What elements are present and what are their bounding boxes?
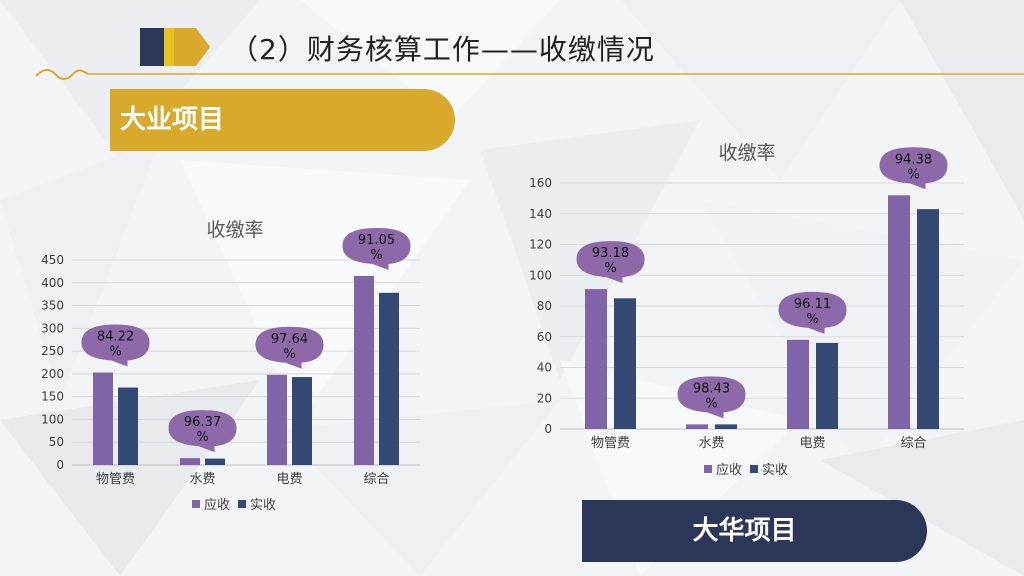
rate-unit: % [907,167,919,182]
y-tick-label: 0 [544,422,552,436]
legend-label: 应收 [716,462,742,478]
y-tick-label: 300 [41,321,64,335]
y-tick-label: 140 [529,207,552,221]
title-underline [35,68,1024,80]
legend-label: 应收 [204,497,230,513]
category-label: 物管费 [591,436,630,451]
bar-receivable [354,275,374,465]
rate-callout-bubble [778,291,847,334]
y-tick-label: 0 [56,458,64,472]
page-title: （2）财务核算工作——收缴情况 [230,33,655,66]
y-tick-label: 120 [529,238,552,252]
y-tick-label: 50 [49,435,64,449]
bar-receivable [888,195,910,429]
bar-received [205,458,225,465]
category-label: 物管费 [96,472,135,487]
rate-unit: % [604,261,616,276]
rate-callout-bubble [168,410,237,453]
rate-value: 98.43 [693,381,730,396]
y-tick-label: 100 [41,412,64,426]
bar-receivable [93,372,113,465]
y-tick-label: 450 [41,253,64,267]
y-tick-label: 200 [41,367,64,381]
category-label: 电费 [799,436,825,451]
bar-receivable [686,424,708,429]
bar-received [917,209,939,429]
rate-callout-bubble [576,241,645,284]
daye-project-banner: 大业项目 [110,89,455,151]
bar-received [118,387,138,465]
rate-unit: % [806,312,818,327]
rate-callout-bubble [255,326,324,369]
rate-value: 91.05 [358,233,395,248]
y-tick-label: 20 [537,391,552,405]
rate-callout: 84.22% [81,324,150,367]
rate-unit: % [705,396,717,411]
category-label: 综合 [900,436,926,451]
rate-value: 94.38 [895,152,932,167]
rate-value: 96.37 [184,415,221,430]
rate-value: 84.22 [97,330,134,345]
rate-callout: 96.37% [168,410,237,453]
y-tick-label: 80 [537,299,552,313]
y-tick-label: 160 [529,176,552,190]
dahua-project-banner: 大华项目 [582,500,927,562]
bar-received [379,292,399,465]
bar-receivable [787,339,809,429]
rate-callout: 97.64% [255,326,324,369]
rate-callout: 96.11% [778,291,847,334]
category-label: 电费 [276,472,302,487]
y-tick-label: 40 [537,361,552,375]
rate-callout-bubble [879,147,948,190]
rate-unit: % [283,347,295,362]
y-tick-label: 60 [537,330,552,344]
rate-unit: % [196,430,208,445]
rate-callout-bubble [81,324,150,367]
rate-callout: 94.38% [879,147,948,190]
legend-swatch [192,500,200,508]
legend-swatch [704,465,712,473]
rate-callout: 93.18% [576,241,645,284]
rate-callout-bubble [677,376,746,419]
category-label: 水费 [698,436,724,451]
chart-title: 收缴率 [206,219,263,241]
bar-received [614,298,636,429]
bar-received [816,342,838,429]
y-tick-label: 400 [41,276,64,290]
rate-value: 93.18 [592,246,629,261]
chart-title: 收缴率 [718,142,775,164]
title-logo-icon [140,28,210,66]
y-tick-label: 150 [41,390,64,404]
rate-value: 97.64 [271,332,308,347]
bar-received [715,424,737,429]
bar-receivable [585,289,607,429]
category-label: 水费 [189,472,215,487]
rate-callout-bubble [342,227,411,270]
y-tick-label: 350 [41,299,64,313]
rate-callout: 91.05% [342,227,411,270]
legend-swatch [238,500,246,508]
bar-receivable [180,458,200,465]
legend-label: 实收 [250,498,276,513]
legend-swatch [750,465,758,473]
rate-unit: % [109,345,121,360]
rate-value: 96.11 [794,297,831,312]
category-label: 综合 [363,472,389,487]
rate-callout: 98.43% [677,376,746,419]
legend-label: 实收 [762,463,788,478]
y-tick-label: 250 [41,344,64,358]
bar-receivable [267,374,287,465]
bar-received [292,377,312,465]
y-tick-label: 100 [529,268,552,282]
rate-unit: % [370,248,382,263]
